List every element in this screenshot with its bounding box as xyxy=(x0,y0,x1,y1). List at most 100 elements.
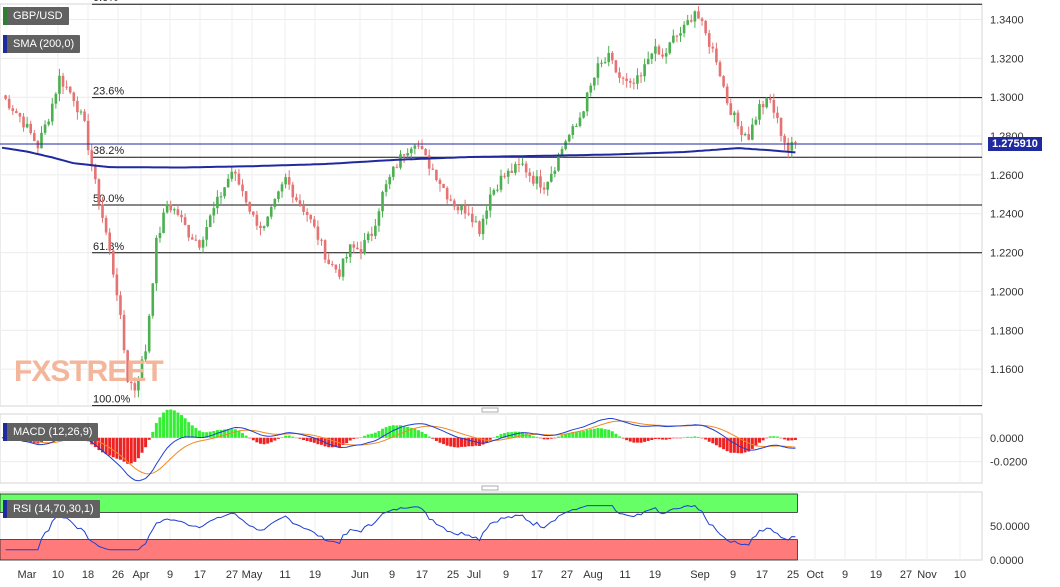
candle-body xyxy=(485,210,488,219)
candle-body xyxy=(230,171,234,179)
candle-body xyxy=(176,209,180,215)
macd-histogram-bar xyxy=(531,436,535,438)
candle-body xyxy=(198,240,201,248)
rsi-label[interactable]: RSI (14,70,30,1) xyxy=(3,500,100,518)
y-tick-label: 1.2200 xyxy=(990,248,1024,260)
candle-body xyxy=(625,78,628,81)
candle-body xyxy=(86,120,90,151)
candle-body xyxy=(338,269,341,277)
macd-histogram-bar xyxy=(341,437,345,445)
macd-histogram-bar xyxy=(578,431,582,438)
macd-histogram-bar xyxy=(714,437,718,446)
candle-body xyxy=(435,169,438,181)
candle-body xyxy=(661,54,664,57)
macd-histogram-bar xyxy=(790,437,794,441)
candle-body xyxy=(122,314,126,351)
macd-label[interactable]: MACD (12,26,9) xyxy=(3,423,99,441)
rsi-overbought-band xyxy=(0,493,798,513)
candle-body xyxy=(33,133,36,141)
x-tick-label: 27 xyxy=(900,569,912,581)
candle-body xyxy=(672,35,675,43)
candle-body xyxy=(571,126,575,135)
macd-histogram-bar xyxy=(158,417,162,438)
candle-body xyxy=(424,149,427,156)
candle-body xyxy=(259,225,262,229)
macd-histogram-bar xyxy=(686,436,690,438)
panel-splitter xyxy=(481,407,499,413)
candle-body xyxy=(50,103,54,122)
candle-body xyxy=(772,99,776,113)
candle-body xyxy=(151,283,155,316)
x-tick-label: May xyxy=(242,569,263,581)
candle-body xyxy=(255,214,259,226)
candle-body xyxy=(165,204,169,213)
macd-histogram-bar xyxy=(542,437,546,440)
fib-label: 0.0% xyxy=(93,0,118,4)
candle-body xyxy=(392,166,395,177)
candle-body xyxy=(25,123,29,128)
macd-histogram-bar xyxy=(427,436,431,438)
x-tick-label: Jun xyxy=(351,569,369,581)
macd-histogram-bar xyxy=(330,437,334,448)
candle-body xyxy=(427,155,431,169)
axes: 1.16001.18001.20001.22001.24001.26001.28… xyxy=(18,15,1030,581)
candle-body xyxy=(399,154,402,168)
candle-body xyxy=(298,200,302,206)
candle-body xyxy=(234,171,237,174)
macd-tick-label: 0.0000 xyxy=(990,433,1024,445)
macd-histogram-bar xyxy=(373,432,377,438)
candle-body xyxy=(208,215,212,228)
macd-histogram-bar xyxy=(312,437,316,443)
macd-histogram-bar xyxy=(564,433,568,438)
symbol-label[interactable]: GBP/USD xyxy=(3,7,69,25)
macd-histogram-bar xyxy=(653,437,657,439)
panel-splitter xyxy=(481,485,499,491)
panel-frame xyxy=(0,413,983,484)
candle-body xyxy=(718,62,722,77)
macd-histogram-bar xyxy=(560,435,564,438)
macd-histogram-bar xyxy=(398,425,402,438)
candle-body xyxy=(639,75,643,77)
y-tick-label: 1.2600 xyxy=(990,170,1024,182)
sma-label[interactable]: SMA (200,0) xyxy=(3,35,81,53)
candle-body xyxy=(740,126,743,136)
candle-body xyxy=(269,206,273,217)
candle-body xyxy=(302,205,305,212)
fib-label: 100.0% xyxy=(93,394,131,406)
candle-body xyxy=(794,142,797,144)
macd-histogram-bar xyxy=(607,429,611,438)
candle-body xyxy=(607,52,611,63)
candle-body xyxy=(431,168,435,170)
macd-histogram-bar xyxy=(391,425,395,438)
macd-histogram-bar xyxy=(334,437,338,448)
x-tick-label: 9 xyxy=(389,569,395,581)
candle-body xyxy=(751,124,754,140)
candle-body xyxy=(68,86,72,93)
candle-body xyxy=(65,86,68,88)
macd-histogram-bar xyxy=(445,437,449,446)
macd-panel xyxy=(0,409,982,482)
rsi-panel xyxy=(0,493,798,561)
candle-body xyxy=(330,263,334,265)
candle-body xyxy=(715,48,718,63)
candle-body xyxy=(528,172,532,176)
candle-body xyxy=(582,111,585,118)
x-tick-label: 10 xyxy=(954,569,966,581)
macd-histogram-bar xyxy=(740,437,744,454)
candle-body xyxy=(162,212,165,233)
macd-histogram-bar xyxy=(352,437,356,439)
candle-body xyxy=(650,53,654,60)
macd-histogram-bar xyxy=(503,433,507,438)
macd-histogram-bar xyxy=(406,426,410,438)
macd-histogram-bar xyxy=(463,437,467,447)
candle-body xyxy=(244,191,248,203)
candle-body xyxy=(22,116,25,128)
macd-histogram-bar xyxy=(625,437,629,441)
x-tick-label: Nov xyxy=(917,569,937,581)
candle-body xyxy=(262,226,266,229)
macd-histogram-bar xyxy=(600,428,604,438)
macd-histogram-bar xyxy=(488,437,492,440)
macd-histogram-bar xyxy=(643,437,647,442)
macd-histogram-bar xyxy=(284,435,288,438)
